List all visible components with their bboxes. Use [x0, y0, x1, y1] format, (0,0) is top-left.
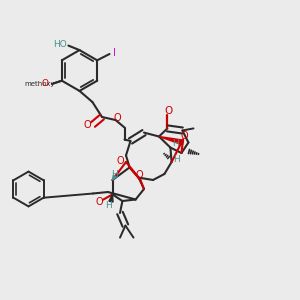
Polygon shape	[159, 136, 184, 145]
Text: O: O	[135, 170, 143, 181]
Text: O: O	[114, 112, 122, 123]
Text: O: O	[42, 79, 49, 88]
Text: H: H	[105, 201, 111, 210]
Text: methoxy: methoxy	[25, 81, 55, 87]
Polygon shape	[112, 175, 116, 180]
Text: HO: HO	[53, 40, 67, 49]
Polygon shape	[109, 194, 113, 202]
Text: H: H	[173, 155, 180, 164]
Text: O: O	[116, 155, 124, 166]
Text: O: O	[84, 119, 92, 130]
Text: H: H	[172, 140, 179, 148]
Text: O: O	[95, 197, 103, 207]
Text: H: H	[112, 170, 118, 179]
Text: I: I	[113, 48, 116, 59]
Text: O: O	[180, 131, 188, 141]
Text: O: O	[164, 106, 172, 116]
